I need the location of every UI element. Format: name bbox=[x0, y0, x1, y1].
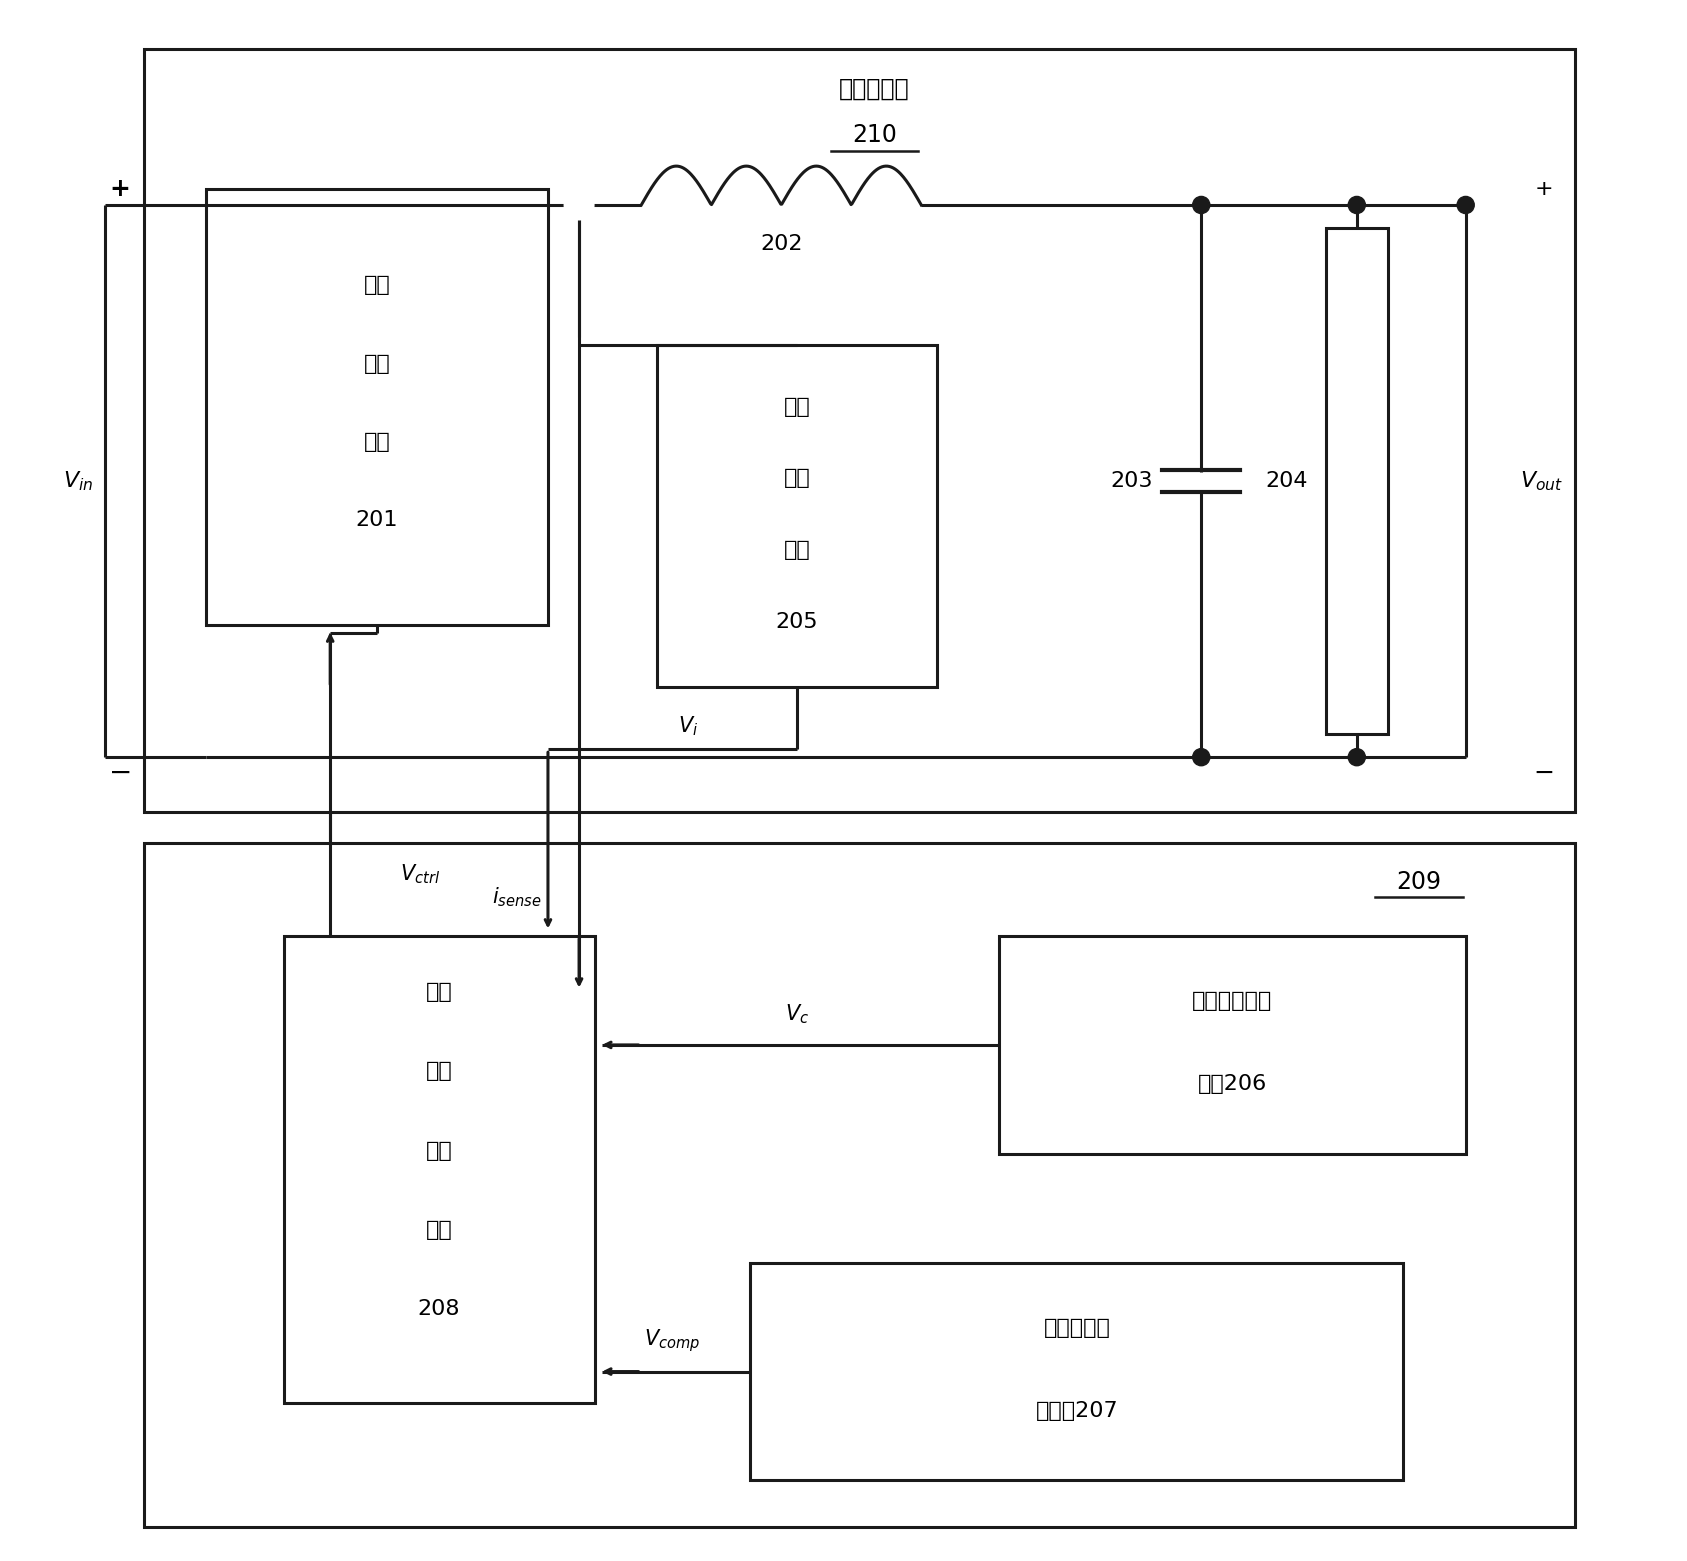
Text: 201: 201 bbox=[356, 510, 398, 531]
Bar bbox=[751, 1263, 1404, 1480]
Text: $V_c$: $V_c$ bbox=[784, 1002, 808, 1026]
Text: −: − bbox=[1533, 760, 1554, 785]
Text: $V_i$: $V_i$ bbox=[678, 715, 698, 738]
Text: 开关: 开关 bbox=[363, 275, 390, 295]
Text: +: + bbox=[1533, 180, 1552, 200]
Text: 210: 210 bbox=[852, 123, 897, 147]
Text: 发生: 发生 bbox=[425, 1141, 452, 1161]
Text: 误差信号发生: 误差信号发生 bbox=[1193, 991, 1272, 1012]
Bar bbox=[1326, 228, 1388, 734]
Text: $V_{comp}$: $V_{comp}$ bbox=[644, 1327, 700, 1353]
Text: 功率级电路: 功率级电路 bbox=[840, 76, 909, 100]
Bar bbox=[206, 189, 548, 624]
Text: $V_{ctrl}$: $V_{ctrl}$ bbox=[400, 862, 440, 885]
Circle shape bbox=[1458, 197, 1474, 214]
Bar bbox=[656, 345, 936, 687]
Text: 生电路207: 生电路207 bbox=[1036, 1400, 1118, 1421]
Text: 电路: 电路 bbox=[783, 540, 810, 560]
Text: 信号: 信号 bbox=[425, 1061, 452, 1082]
Text: 电流: 电流 bbox=[783, 396, 810, 417]
Text: 补偿信号发: 补偿信号发 bbox=[1043, 1317, 1110, 1338]
Text: 器件: 器件 bbox=[363, 354, 390, 373]
Circle shape bbox=[565, 190, 594, 219]
Text: 电路: 电路 bbox=[425, 1221, 452, 1239]
Bar bbox=[143, 50, 1574, 812]
Text: 209: 209 bbox=[1397, 869, 1441, 893]
Text: 202: 202 bbox=[761, 234, 803, 254]
Text: 203: 203 bbox=[1110, 471, 1152, 492]
Text: 208: 208 bbox=[418, 1299, 461, 1319]
Bar bbox=[999, 937, 1466, 1154]
Text: 检测: 检测 bbox=[783, 468, 810, 489]
Text: $i_{sense}$: $i_{sense}$ bbox=[493, 885, 542, 909]
Text: −: − bbox=[108, 759, 132, 787]
Text: 控制: 控制 bbox=[425, 982, 452, 1002]
Bar bbox=[283, 937, 594, 1403]
Circle shape bbox=[1348, 197, 1365, 214]
Text: +: + bbox=[110, 178, 130, 201]
Text: 电路: 电路 bbox=[363, 432, 390, 453]
Circle shape bbox=[1193, 749, 1210, 766]
Text: $V_{out}$: $V_{out}$ bbox=[1520, 470, 1564, 493]
Text: 205: 205 bbox=[776, 612, 818, 632]
Bar bbox=[143, 843, 1574, 1527]
Text: 204: 204 bbox=[1265, 471, 1307, 492]
Text: $V_{in}$: $V_{in}$ bbox=[62, 470, 93, 493]
Text: 电路206: 电路206 bbox=[1198, 1074, 1267, 1094]
Circle shape bbox=[1193, 197, 1210, 214]
Circle shape bbox=[1348, 749, 1365, 766]
